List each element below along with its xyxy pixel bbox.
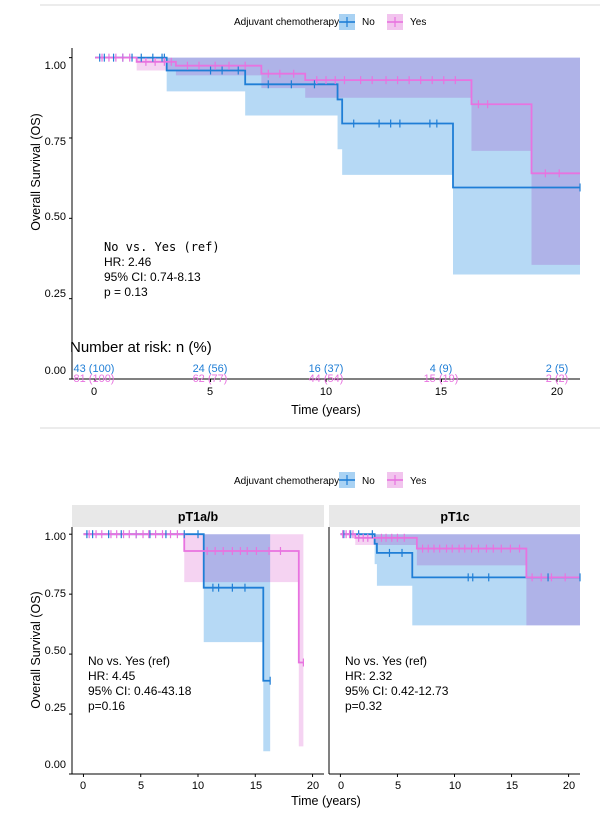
x-tick-label: 20	[563, 780, 575, 792]
top-x-tick-label: 10	[320, 386, 332, 398]
top-panel: 1.00 0.75 0.50 0.25 0.00 0 5 10 15 20 Ti…	[29, 48, 581, 417]
y-tick-label: 1.00	[45, 531, 66, 543]
facet-pT1c: pT1c 0 5 10 15 20 No vs. Yes (ref) HR: 2…	[328, 505, 581, 792]
legend-label-no: No	[362, 476, 375, 487]
facet-right-stats-annotation: No vs. Yes (ref) HR: 2.32 95% CI: 0.42-1…	[345, 654, 449, 713]
stats-line: 95% CI: 0.74-8.13	[104, 270, 201, 284]
facet-left-y-ticks: 1.00 0.75 0.50 0.25 0.00	[45, 531, 66, 771]
top-x-tick-label: 15	[435, 386, 447, 398]
legend-title: Adjuvant chemotherapy	[234, 476, 339, 487]
top-x-tick-label: 0	[91, 386, 97, 398]
stats-line: p=0.32	[345, 699, 382, 713]
x-tick-label: 15	[506, 780, 518, 792]
survival-curve-yes	[83, 533, 304, 664]
facet-right-x-ticks: 0 5 10 15 20	[338, 780, 575, 792]
risk-no-cell: 4 (9)	[430, 363, 453, 375]
risk-yes-cell: 15 (19)	[424, 373, 459, 385]
top-ci-bands	[95, 57, 580, 275]
x-tick-label: 0	[80, 780, 86, 792]
survival-curve-no	[95, 56, 580, 189]
stats-line: No vs. Yes (ref)	[104, 240, 220, 254]
top-x-tick-label: 20	[551, 386, 563, 398]
facet-strip-label: pT1c	[440, 510, 469, 524]
facet-strip	[72, 505, 324, 527]
risk-yes-cell: 44 (54)	[309, 373, 344, 385]
ci-band-yes	[340, 534, 580, 626]
stats-line: p=0.16	[88, 699, 125, 713]
legend-bottom: Adjuvant chemotherapy No Yes	[234, 472, 426, 488]
stats-line: HR: 4.45	[88, 669, 136, 683]
x-tick-label: 0	[338, 780, 344, 792]
risk-no-cell: 2 (5)	[546, 363, 569, 375]
facet-strip	[329, 505, 580, 527]
legend-title: Adjuvant chemotherapy	[234, 17, 339, 28]
facet-left-x-ticks: 0 5 10 15 20	[80, 780, 319, 792]
facet-left-ci-bands	[83, 534, 304, 752]
y-tick-label: 0.75	[45, 588, 66, 600]
legend-label-no: No	[362, 17, 375, 28]
legend-label-yes: Yes	[410, 476, 426, 487]
legend-top: Adjuvant chemotherapy No Yes	[234, 14, 426, 30]
top-censor-marks	[99, 53, 581, 192]
stats-line: No vs. Yes (ref)	[88, 654, 170, 668]
top-axis-tick-marks	[69, 57, 558, 382]
top-y-tick-label: 0.75	[45, 136, 66, 148]
ci-band-yes	[83, 534, 304, 747]
stats-line: HR: 2.46	[104, 255, 152, 269]
y-tick-label: 0.50	[45, 645, 66, 657]
bottom-x-axis-label: Time (years)	[291, 794, 361, 808]
top-stats-annotation: No vs. Yes (ref) HR: 2.46 95% CI: 0.74-8…	[104, 240, 220, 299]
risk-table-title: Number at risk: n (%)	[70, 339, 212, 356]
top-y-tick-label: 0.25	[45, 288, 66, 300]
risk-no-cell: 43 (100)	[74, 363, 115, 375]
risk-yes-cell: 62 (77)	[193, 373, 228, 385]
survival-curve-yes	[95, 56, 580, 175]
y-tick-label: 0.00	[45, 759, 66, 771]
stats-line: 95% CI: 0.46-43.18	[88, 684, 192, 698]
bottom-y-axis-label: Overall Survival (OS)	[29, 591, 43, 708]
risk-table-no: 43 (100) 24 (56) 16 (37) 4 (9) 2 (5)	[74, 363, 569, 375]
facet-right-ci-bands	[340, 534, 580, 626]
risk-yes-cell: 2 (2)	[546, 373, 569, 385]
top-y-tick-label: 1.00	[45, 60, 66, 72]
stats-line: No vs. Yes (ref)	[345, 654, 427, 668]
top-y-tick-label: 0.00	[45, 365, 66, 377]
stats-line: 95% CI: 0.42-12.73	[345, 684, 449, 698]
stats-line: HR: 2.32	[345, 669, 393, 683]
x-tick-label: 5	[138, 780, 144, 792]
facet-left-stats-annotation: No vs. Yes (ref) HR: 4.45 95% CI: 0.46-4…	[88, 654, 192, 713]
x-tick-label: 5	[395, 780, 401, 792]
facet-right-axis-tick-marks	[339, 774, 570, 777]
ci-band-yes	[95, 57, 580, 265]
x-tick-label: 10	[449, 780, 461, 792]
x-tick-label: 20	[307, 780, 319, 792]
stats-line: p = 0.13	[104, 285, 148, 299]
top-x-tick-label: 5	[207, 386, 213, 398]
risk-no-cell: 24 (56)	[193, 363, 228, 375]
facet-pT1a-b: pT1a/b 1.00 0.75 0.50 0.25 0.00 0 5 10 1…	[45, 505, 324, 792]
top-y-ticks: 1.00 0.75 0.50 0.25 0.00	[45, 60, 66, 377]
survival-curve-yes	[340, 533, 580, 579]
risk-yes-cell: 81 (100)	[74, 373, 115, 385]
x-tick-label: 10	[192, 780, 204, 792]
ci-band-no	[95, 57, 580, 275]
top-y-tick-label: 0.50	[45, 211, 66, 223]
top-survival-curves	[95, 56, 580, 189]
facet-strip-label: pT1a/b	[178, 510, 219, 524]
facet-left-axis-tick-marks	[69, 533, 314, 777]
facet-left-censor-marks	[86, 530, 304, 685]
risk-no-cell: 16 (37)	[309, 363, 344, 375]
y-tick-label: 0.25	[45, 702, 66, 714]
facet-right-censor-marks	[342, 530, 581, 582]
top-x-axis-label: Time (years)	[291, 403, 361, 417]
top-x-ticks: 0 5 10 15 20	[91, 386, 563, 398]
legend-label-yes: Yes	[410, 17, 426, 28]
risk-table-yes: 81 (100) 62 (77) 44 (54) 15 (19) 2 (2)	[74, 373, 569, 385]
top-y-axis-label: Overall Survival (OS)	[29, 113, 43, 230]
x-tick-label: 15	[250, 780, 262, 792]
